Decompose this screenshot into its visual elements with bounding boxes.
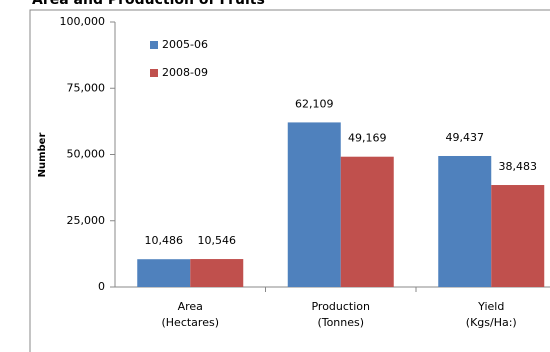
x-tick-label: (Hectares): [161, 316, 219, 329]
legend-swatch: [150, 41, 158, 49]
value-label: 62,109: [295, 97, 334, 110]
legend-label: 2008-09: [162, 66, 208, 79]
x-tick-label: (Kgs/Ha:): [466, 316, 517, 329]
value-label: 10,486: [145, 234, 184, 247]
y-tick-label: 50,000: [67, 148, 106, 161]
x-tick-label: Area: [178, 300, 203, 313]
legend-label: 2005-06: [162, 38, 208, 51]
value-label: 38,483: [499, 160, 538, 173]
y-tick-label: 100,000: [60, 15, 106, 28]
chart-title: Area and Production of Fruits: [32, 0, 265, 8]
x-tick-label: Yield: [477, 300, 504, 313]
bar: [137, 259, 191, 287]
bar: [287, 122, 341, 287]
value-label: 49,169: [348, 132, 387, 145]
x-tick-label: (Tonnes): [317, 316, 364, 329]
y-tick-label: 25,000: [67, 214, 106, 227]
bar: [491, 185, 545, 287]
bar: [438, 155, 492, 287]
y-axis-label: Number: [37, 133, 48, 178]
y-tick-label: 75,000: [67, 81, 106, 94]
bar: [340, 156, 394, 287]
bar: [190, 259, 244, 287]
legend-swatch: [150, 69, 158, 77]
y-tick-label: 0: [98, 280, 105, 293]
x-tick-label: Production: [311, 300, 370, 313]
value-label: 10,546: [198, 234, 237, 247]
value-label: 49,437: [446, 131, 485, 144]
